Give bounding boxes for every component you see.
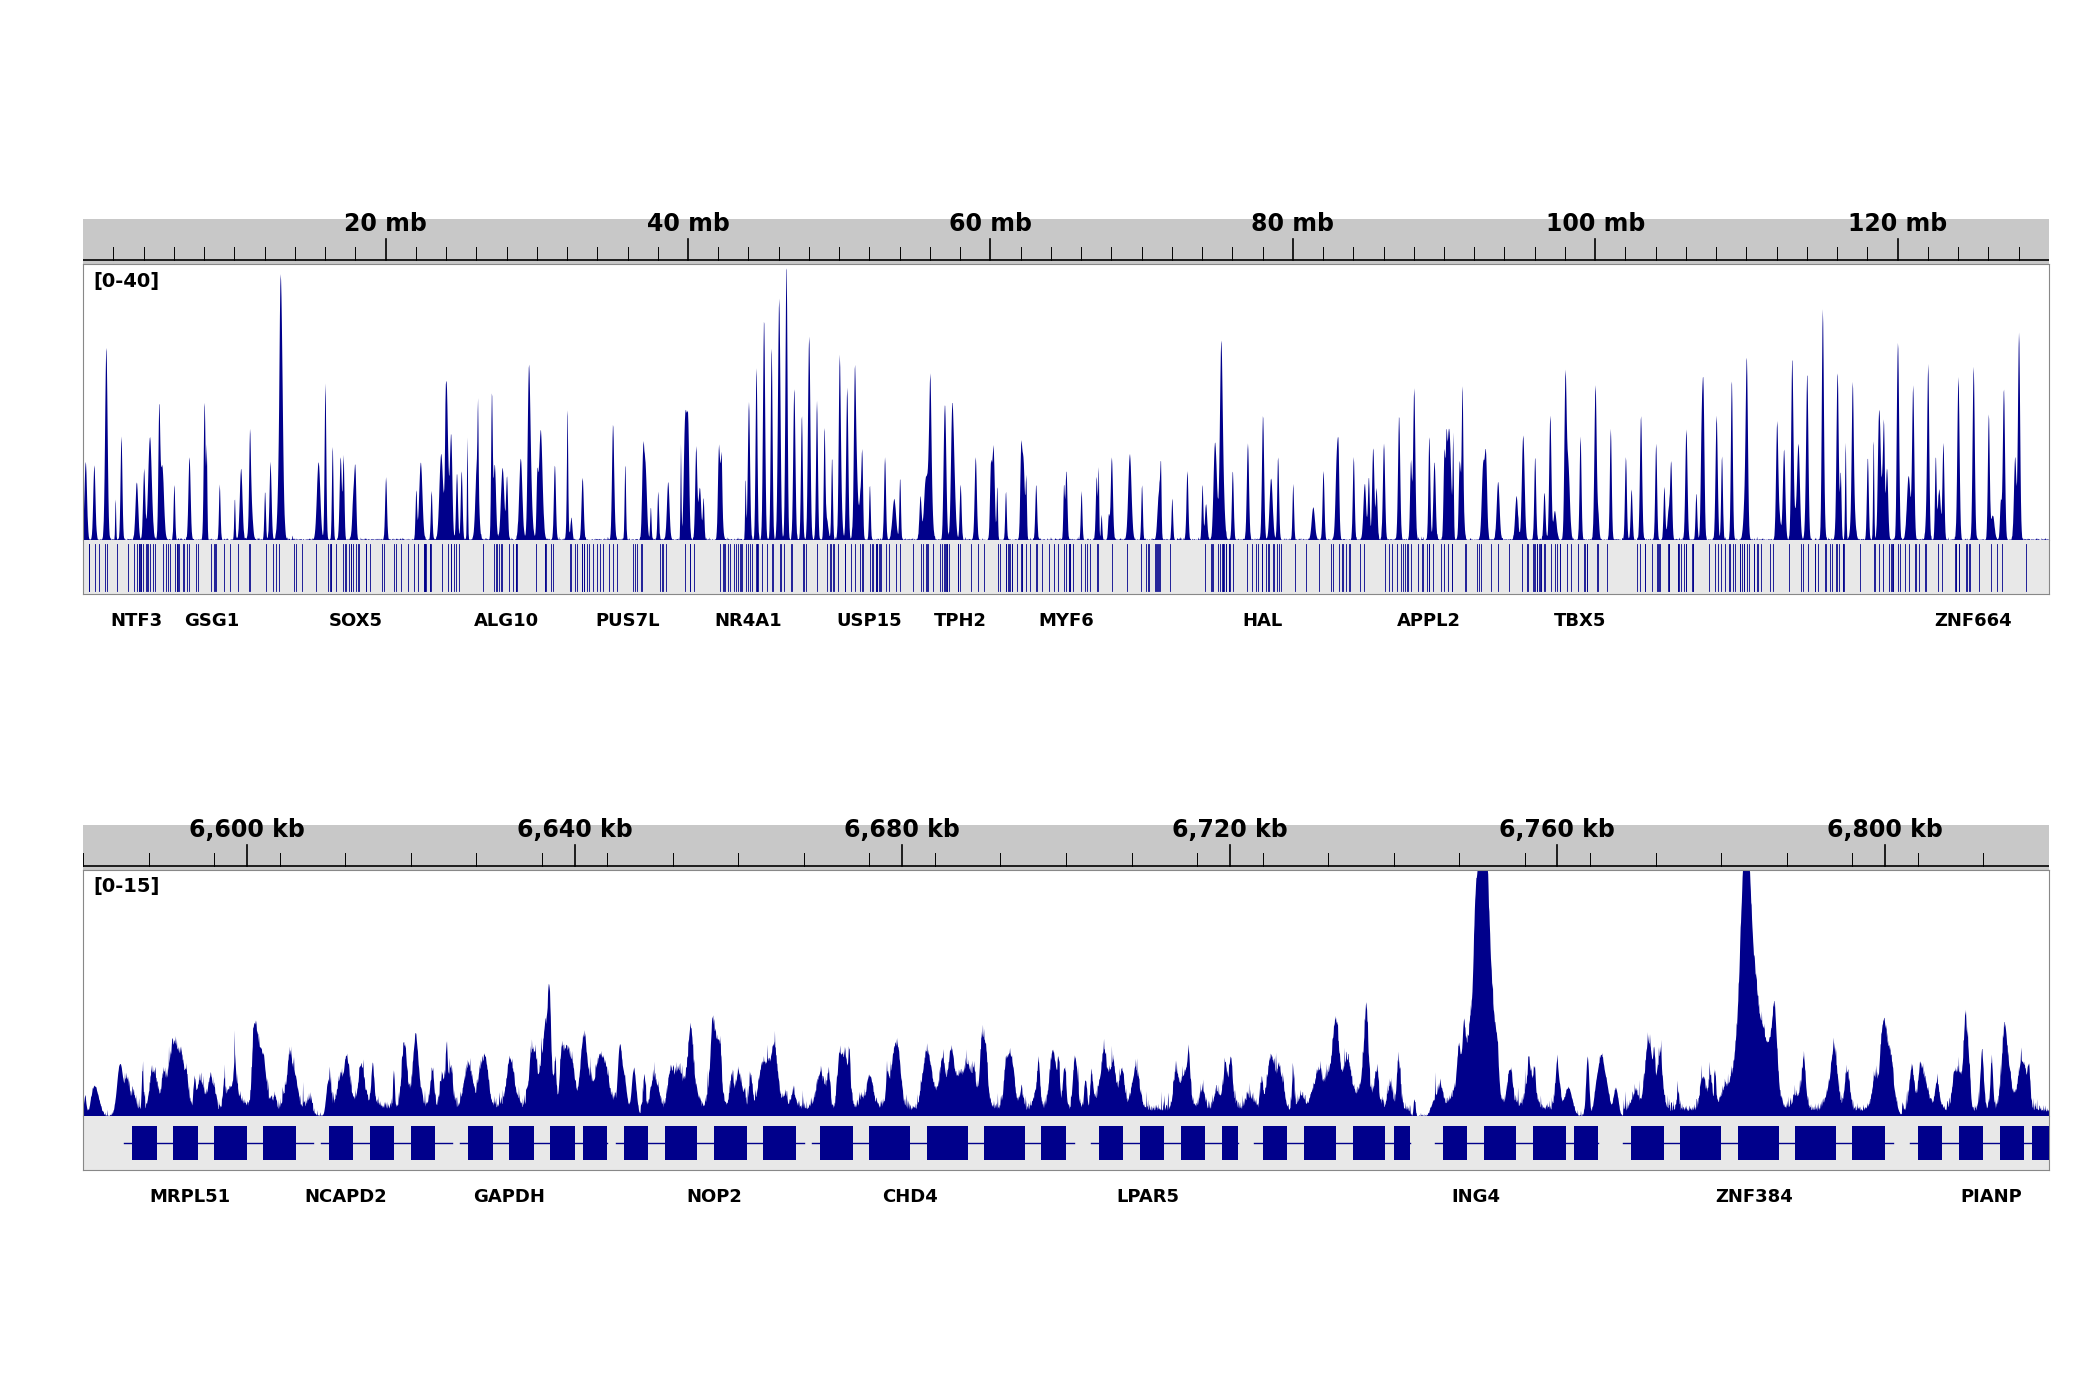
Text: 100 mb: 100 mb [1545,213,1645,237]
Bar [1394,1126,1410,1161]
Text: CHD4: CHD4 [882,1189,938,1207]
Text: LPAR5: LPAR5 [1117,1189,1179,1207]
Bar [468,1126,493,1161]
Text: MYF6: MYF6 [1038,612,1094,630]
Text: ZNF664: ZNF664 [1934,612,2011,630]
Bar [869,1126,911,1161]
Bar [1851,1126,1884,1161]
Bar [1483,1126,1516,1161]
Bar [1444,1126,1466,1161]
Bar [1098,1126,1123,1161]
Text: 6,800 kb: 6,800 kb [1826,818,1943,841]
Bar [1918,1126,1943,1161]
Text: PUS7L: PUS7L [595,612,659,630]
Bar [412,1126,435,1161]
Bar [370,1126,395,1161]
Bar [1352,1126,1385,1161]
Bar [1999,1126,2024,1161]
Text: 6,640 kb: 6,640 kb [516,818,632,841]
Text: 60 mb: 60 mb [948,213,1032,237]
Bar [329,1126,354,1161]
Bar [984,1126,1025,1161]
Text: 6,760 kb: 6,760 kb [1500,818,1616,841]
Text: MRPL51: MRPL51 [150,1189,231,1207]
Text: APPL2: APPL2 [1398,612,1460,630]
Bar [1681,1126,1722,1161]
Text: TBX5: TBX5 [1554,612,1606,630]
Text: 6,680 kb: 6,680 kb [844,818,961,841]
Text: TPH2: TPH2 [934,612,986,630]
Text: 6,600 kb: 6,600 kb [189,818,306,841]
Text: 120 mb: 120 mb [1847,213,1947,237]
Text: GAPDH: GAPDH [472,1189,545,1207]
Bar [820,1126,853,1161]
Text: ING4: ING4 [1452,1189,1500,1207]
Bar [2032,1126,2049,1161]
Bar [1221,1126,1238,1161]
Text: 40 mb: 40 mb [647,213,730,237]
Text: 20 mb: 20 mb [343,213,426,237]
Bar [1533,1126,1566,1161]
Text: 80 mb: 80 mb [1252,213,1333,237]
Bar [763,1126,797,1161]
Text: PIANP: PIANP [1961,1189,2022,1207]
Bar [1631,1126,1664,1161]
Bar [713,1126,747,1161]
Bar [549,1126,574,1161]
Bar [1042,1126,1067,1161]
Bar [264,1126,295,1161]
Bar [928,1126,967,1161]
Bar [1181,1126,1204,1161]
Text: GSG1: GSG1 [185,612,239,630]
Bar [1575,1126,1597,1161]
Bar [666,1126,697,1161]
Bar [1140,1126,1165,1161]
Text: NTF3: NTF3 [110,612,162,630]
Text: USP15: USP15 [836,612,903,630]
Bar [582,1126,607,1161]
Bar [133,1126,156,1161]
Text: NR4A1: NR4A1 [716,612,782,630]
Text: [0-15]: [0-15] [94,876,160,896]
Bar [1795,1126,1837,1161]
Bar [214,1126,248,1161]
Text: 6,720 kb: 6,720 kb [1171,818,1288,841]
Text: SOX5: SOX5 [329,612,383,630]
Bar [1959,1126,1982,1161]
Bar [1304,1126,1335,1161]
Text: ALG10: ALG10 [474,612,539,630]
Text: NOP2: NOP2 [686,1189,743,1207]
Text: NCAPD2: NCAPD2 [304,1189,387,1207]
Text: ZNF384: ZNF384 [1716,1189,1793,1207]
Bar [624,1126,649,1161]
Bar [173,1126,198,1161]
Bar [510,1126,535,1161]
Bar [1263,1126,1288,1161]
Text: [0-40]: [0-40] [94,272,160,291]
Text: HAL: HAL [1242,612,1283,630]
Bar [1737,1126,1778,1161]
